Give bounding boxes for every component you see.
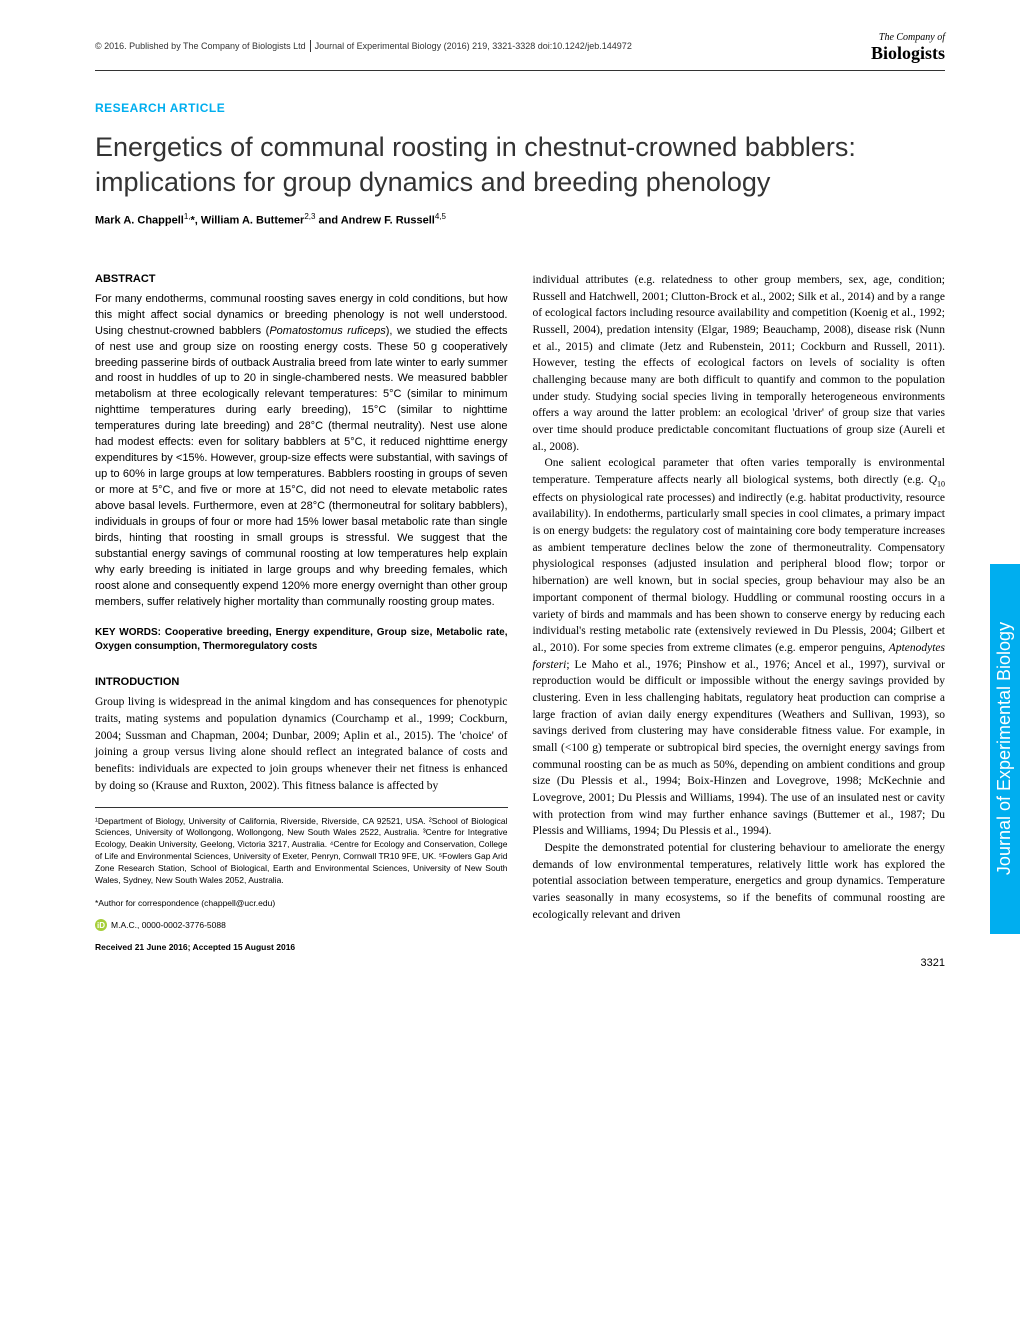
right-column: individual attributes (e.g. relatedness … [533, 272, 946, 954]
correspondence: *Author for correspondence (chappell@ucr… [95, 897, 508, 909]
page-number: 3321 [921, 957, 945, 969]
article-title: Energetics of communal roosting in chest… [95, 130, 945, 200]
introduction-heading: INTRODUCTION [95, 675, 508, 691]
affiliations: ¹Department of Biology, University of Ca… [95, 816, 508, 887]
header-divider [310, 40, 311, 52]
logo-line2: Biologists [871, 43, 945, 64]
footnote-rule [95, 807, 508, 808]
body-p2: One salient ecological parameter that of… [533, 455, 946, 840]
intro-paragraph: Group living is widespread in the animal… [95, 694, 508, 794]
introduction-text: Group living is widespread in the animal… [95, 694, 508, 794]
dates: Received 21 June 2016; Accepted 15 Augus… [95, 941, 508, 953]
copyright: © 2016. Published by The Company of Biol… [95, 41, 306, 51]
body-p3: Despite the demonstrated potential for c… [533, 840, 946, 923]
header-rule [95, 70, 945, 71]
body-p1: individual attributes (e.g. relatedness … [533, 272, 946, 455]
side-tab-text: Journal of Experimental Biology [995, 622, 1016, 875]
authors: Mark A. Chappell1,*, William A. Buttemer… [95, 212, 945, 227]
orcid-icon: iD [95, 919, 107, 931]
journal-side-tab: Journal of Experimental Biology [990, 564, 1020, 934]
journal-citation: Journal of Experimental Biology (2016) 2… [315, 41, 632, 51]
orcid-id: M.A.C., 0000-0002-3776-5088 [111, 919, 226, 931]
publisher-logo: The Company of Biologists [871, 32, 945, 64]
article-type: RESEARCH ARTICLE [95, 101, 945, 115]
left-column: ABSTRACT For many endotherms, communal r… [95, 272, 508, 954]
logo-line1: The Company of [871, 32, 945, 43]
keywords: KEY WORDS: Cooperative breeding, Energy … [95, 626, 508, 655]
abstract-text: For many endotherms, communal roosting s… [95, 292, 508, 611]
header: © 2016. Published by The Company of Biol… [95, 40, 945, 52]
orcid: iD M.A.C., 0000-0002-3776-5088 [95, 919, 508, 931]
abstract-heading: ABSTRACT [95, 272, 508, 288]
